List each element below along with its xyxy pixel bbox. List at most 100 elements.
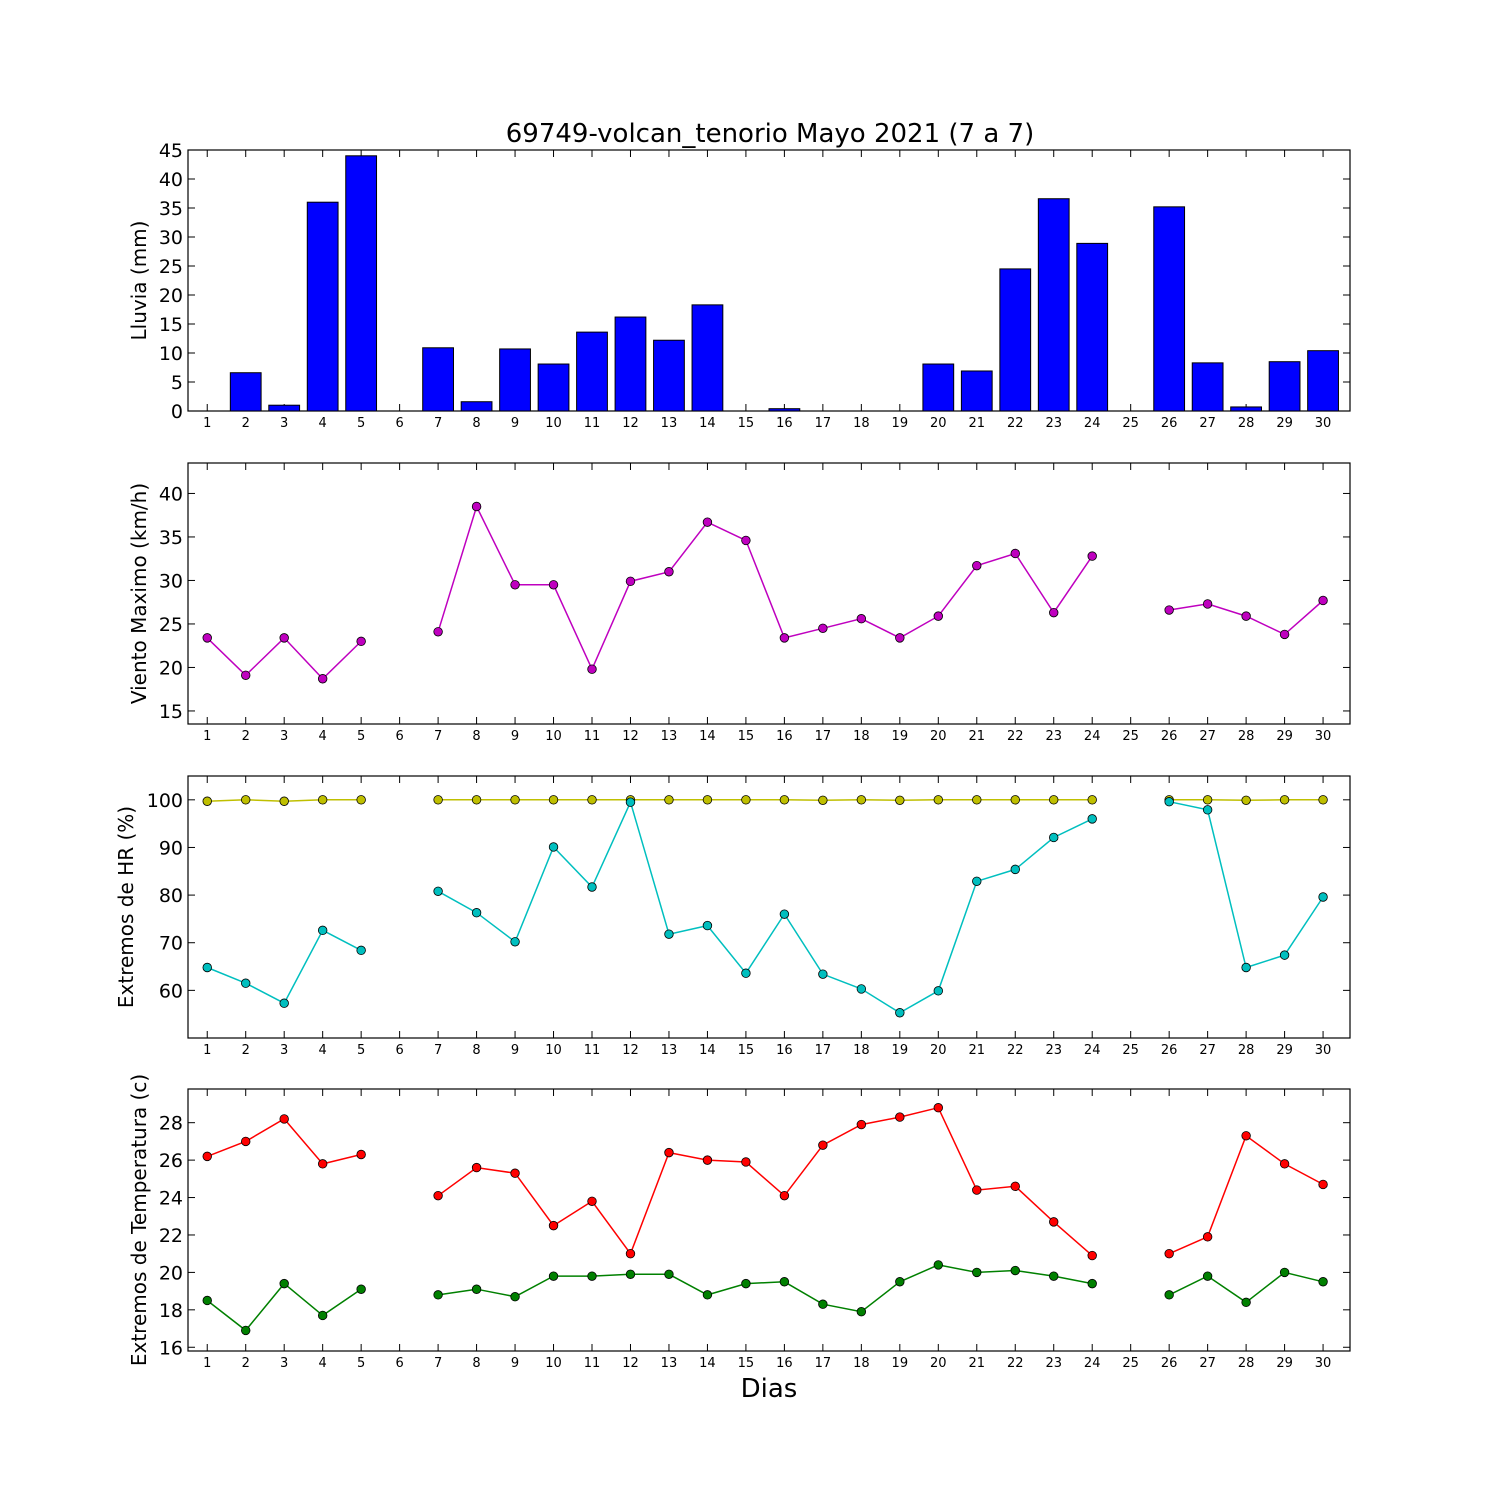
y-tick-label: 28 bbox=[159, 1113, 183, 1135]
y-tick-label: 10 bbox=[159, 343, 183, 365]
point-day-9 bbox=[510, 1168, 520, 1178]
x-tick-label: 23 bbox=[1045, 1356, 1062, 1371]
x-tick-label: 2 bbox=[242, 1356, 250, 1371]
point-day-9 bbox=[510, 580, 520, 590]
point-day-26 bbox=[1164, 1248, 1174, 1259]
x-tick-label: 14 bbox=[699, 1356, 716, 1371]
y-tick-label: 70 bbox=[159, 933, 183, 955]
x-tick-label: 2 bbox=[242, 729, 250, 744]
x-tick-label: 23 bbox=[1045, 729, 1062, 744]
point-day-23 bbox=[1049, 795, 1059, 805]
x-tick-label: 7 bbox=[434, 416, 442, 431]
x-tick-label: 1 bbox=[203, 416, 211, 431]
x-tick-label: 19 bbox=[892, 1356, 909, 1371]
point-day-13 bbox=[664, 1147, 674, 1158]
point-day-1 bbox=[202, 796, 212, 806]
bar-day-10 bbox=[537, 363, 570, 412]
bar-day-7 bbox=[422, 347, 454, 412]
x-tick-label: 10 bbox=[545, 416, 562, 431]
point-day-28 bbox=[1241, 795, 1251, 805]
point-day-5 bbox=[356, 636, 366, 647]
x-tick-label: 22 bbox=[1007, 416, 1024, 431]
point-day-19 bbox=[895, 1112, 905, 1122]
y-axis-label: Lluvia (mm) bbox=[127, 221, 151, 341]
x-tick-label: 2 bbox=[242, 416, 250, 431]
point-day-28 bbox=[1241, 962, 1251, 973]
x-tick-label: 20 bbox=[930, 1043, 947, 1058]
x-tick-label: 24 bbox=[1084, 729, 1101, 744]
x-tick-label: 21 bbox=[969, 1356, 986, 1371]
point-day-29 bbox=[1279, 950, 1290, 960]
point-day-23 bbox=[1049, 1217, 1059, 1227]
x-tick-label: 16 bbox=[776, 416, 793, 431]
point-day-19 bbox=[895, 795, 905, 805]
point-day-24 bbox=[1087, 1250, 1097, 1261]
series-line bbox=[437, 1106, 1093, 1257]
y-tick-label: 18 bbox=[159, 1300, 183, 1322]
point-day-16 bbox=[779, 1277, 790, 1287]
point-day-8 bbox=[471, 908, 482, 918]
x-tick-label: 20 bbox=[930, 729, 947, 744]
point-day-27 bbox=[1202, 1232, 1213, 1242]
y-tick-label: 25 bbox=[159, 614, 183, 636]
point-day-19 bbox=[895, 633, 905, 643]
x-tick-label: 3 bbox=[280, 416, 288, 431]
x-tick-label: 30 bbox=[1315, 1356, 1332, 1371]
y-tick-label: 35 bbox=[159, 198, 183, 220]
x-tick-label: 16 bbox=[776, 729, 793, 744]
x-tick-label: 22 bbox=[1007, 1043, 1024, 1058]
x-tick-label: 6 bbox=[395, 1356, 403, 1371]
point-day-4 bbox=[317, 795, 328, 805]
bar-day-26 bbox=[1153, 206, 1186, 412]
point-day-4 bbox=[317, 925, 328, 936]
x-tick-label: 29 bbox=[1276, 1356, 1293, 1371]
y-tick-label: 80 bbox=[159, 885, 183, 907]
x-tick-label: 25 bbox=[1122, 1356, 1139, 1371]
point-day-22 bbox=[1010, 795, 1020, 805]
y-tick-label: 0 bbox=[171, 401, 183, 423]
x-tick-label: 7 bbox=[434, 729, 442, 744]
point-day-29 bbox=[1279, 629, 1290, 640]
x-tick-label: 26 bbox=[1161, 1043, 1178, 1058]
point-day-14 bbox=[702, 517, 713, 527]
point-day-28 bbox=[1241, 611, 1251, 621]
x-tick-label: 6 bbox=[395, 416, 403, 431]
series-line bbox=[206, 929, 362, 1005]
bar-day-30 bbox=[1307, 350, 1339, 412]
point-day-4 bbox=[317, 1310, 328, 1321]
x-tick-label: 18 bbox=[853, 1356, 870, 1371]
point-day-26 bbox=[1164, 797, 1174, 807]
point-day-12 bbox=[625, 1248, 636, 1259]
point-day-10 bbox=[548, 580, 559, 590]
x-tick-label: 12 bbox=[622, 1356, 639, 1371]
y-tick-label: 16 bbox=[159, 1337, 183, 1359]
bar-day-12 bbox=[614, 316, 647, 412]
y-tick-label: 24 bbox=[159, 1188, 183, 1210]
x-tick-label: 28 bbox=[1238, 729, 1255, 744]
point-day-27 bbox=[1202, 795, 1213, 805]
point-day-16 bbox=[779, 909, 790, 919]
point-day-1 bbox=[202, 633, 212, 643]
bar-day-11 bbox=[576, 331, 608, 412]
x-tick-label: 25 bbox=[1122, 729, 1139, 744]
point-day-18 bbox=[856, 795, 867, 805]
x-tick-label: 19 bbox=[892, 416, 909, 431]
x-tick-label: 23 bbox=[1045, 416, 1062, 431]
y-tick-label: 30 bbox=[159, 570, 183, 592]
point-day-21 bbox=[972, 795, 982, 805]
x-tick-label: 18 bbox=[853, 729, 870, 744]
point-day-10 bbox=[548, 1271, 559, 1281]
x-tick-label: 15 bbox=[738, 416, 755, 431]
x-tick-label: 19 bbox=[892, 729, 909, 744]
x-tick-label: 14 bbox=[699, 1043, 716, 1058]
x-tick-label: 13 bbox=[661, 729, 678, 744]
x-tick-label: 21 bbox=[969, 1043, 986, 1058]
y-tick-label: 26 bbox=[159, 1150, 183, 1172]
x-tick-label: 8 bbox=[472, 416, 480, 431]
point-day-17 bbox=[818, 623, 828, 634]
plot-frame bbox=[187, 775, 1351, 1039]
point-day-23 bbox=[1049, 832, 1059, 843]
point-day-28 bbox=[1241, 1297, 1251, 1308]
